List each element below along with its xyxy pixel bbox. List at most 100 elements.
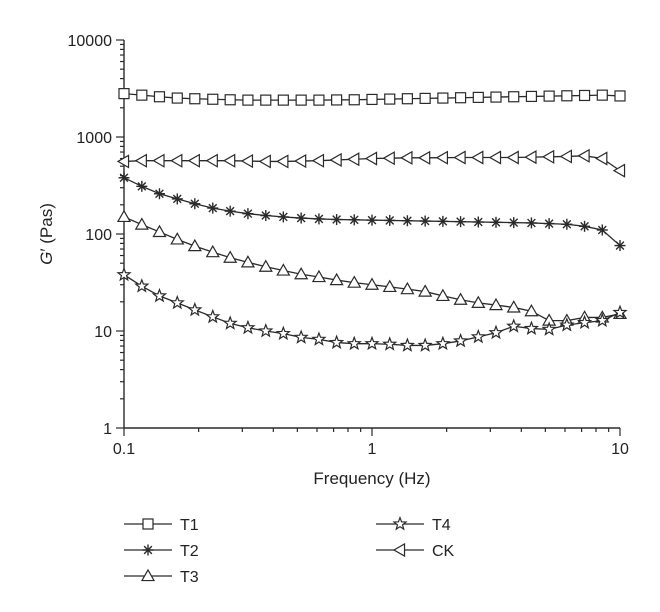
data-point-t4: [169, 294, 185, 310]
data-point-t1: [366, 93, 378, 106]
data-point-t1: [171, 92, 183, 104]
data-point-t4: [364, 335, 380, 351]
data-point-t2: [242, 208, 254, 220]
legend-marker-t4: [392, 515, 408, 531]
data-point-t4: [541, 321, 557, 336]
data-point-t4: [151, 287, 168, 303]
x-axis-title: Frequency (Hz): [313, 469, 430, 488]
data-point-t4: [612, 304, 628, 320]
data-point-t1: [490, 91, 502, 103]
data-point-t1: [384, 93, 396, 105]
data-point-t1: [153, 91, 166, 103]
data-point-t4: [470, 328, 486, 344]
data-point-t4: [435, 335, 451, 351]
data-point-t2: [313, 213, 325, 225]
x-tick-label: 1: [368, 441, 377, 458]
data-point-t2: [348, 214, 360, 226]
data-point-t2: [614, 240, 626, 252]
legend-marker-t1: [142, 518, 154, 530]
data-point-t2: [561, 218, 573, 230]
series-line-t3: [123, 216, 621, 322]
y-tick-label: 1: [103, 421, 112, 438]
data-point-t1: [454, 92, 467, 104]
data-point-t2: [295, 212, 307, 224]
data-point-t3: [187, 238, 202, 252]
data-point-ck: [170, 153, 183, 168]
data-point-t4: [328, 334, 345, 350]
data-point-ck: [311, 153, 325, 168]
data-point-t3: [471, 295, 486, 309]
series-t3: [116, 209, 628, 326]
data-point-ck: [400, 150, 413, 165]
series-t4: [116, 266, 628, 352]
data-point-ck: [488, 150, 502, 165]
data-point-ck: [382, 151, 395, 166]
legend-label-t2: T2: [180, 543, 199, 560]
data-point-t2: [579, 220, 591, 232]
data-point-t3: [240, 255, 256, 268]
data-point-t1: [136, 89, 148, 101]
data-point-ck: [435, 150, 449, 165]
data-point-t2: [401, 215, 413, 227]
y-tick-label: 10000: [68, 33, 113, 50]
data-point-t4: [275, 325, 291, 341]
data-point-t1: [207, 93, 219, 105]
data-point-ck: [258, 154, 271, 169]
data-point-t3: [453, 292, 468, 305]
x-tick-label: 10: [611, 441, 629, 458]
y-axis-title: G′ (Pas): [37, 203, 56, 265]
data-point-t1: [596, 89, 608, 101]
y-tick-label: 100: [85, 227, 112, 244]
legend-label-t1: T1: [180, 517, 199, 534]
data-point-t4: [576, 314, 593, 330]
data-point-t3: [311, 269, 327, 283]
data-point-t2: [490, 216, 502, 228]
data-point-t1: [614, 90, 626, 102]
legend-marker-ck: [392, 542, 406, 558]
series-t2: [118, 172, 626, 252]
series-line-t2: [123, 177, 621, 247]
data-point-t1: [118, 88, 130, 100]
data-point-t1: [401, 93, 413, 105]
data-point-ck: [240, 153, 254, 169]
data-point-ck: [346, 152, 360, 167]
data-point-ck: [541, 149, 555, 164]
legend-item-t1: T1: [124, 517, 199, 534]
data-point-t2: [384, 214, 396, 226]
legend-marker-t3: [140, 568, 156, 582]
data-point-t4: [240, 319, 256, 335]
data-point-t4: [116, 266, 132, 282]
data-point-t2: [136, 180, 148, 192]
data-point-t4: [523, 320, 540, 336]
data-point-t4: [399, 337, 416, 352]
data-point-t4: [134, 278, 150, 293]
data-point-t3: [258, 259, 273, 272]
data-point-t3: [116, 209, 132, 223]
legend-item-t2: T2: [124, 543, 199, 560]
data-point-t1: [224, 94, 236, 106]
data-point-t1: [525, 90, 538, 103]
data-point-t3: [435, 288, 450, 302]
data-point-t4: [311, 331, 327, 346]
tick-marks: [116, 39, 621, 436]
data-point-t4: [187, 301, 203, 317]
data-point-t1: [189, 93, 201, 105]
data-point-t4: [559, 317, 575, 332]
data-point-t2: [525, 217, 537, 229]
data-point-t3: [347, 275, 362, 288]
legend-item-t3: T3: [124, 568, 199, 586]
data-point-t2: [224, 205, 236, 217]
data-point-t2: [171, 193, 183, 205]
legend-item-t4: T4: [376, 515, 451, 534]
data-point-t2: [366, 214, 378, 226]
data-point-ck: [152, 153, 165, 168]
data-point-ck: [612, 163, 626, 178]
data-point-ck: [417, 150, 431, 165]
series-t1: [118, 88, 626, 106]
data-point-ck: [222, 153, 236, 168]
data-point-t3: [382, 279, 397, 293]
legend-item-ck: CK: [376, 542, 455, 560]
data-point-ck: [471, 150, 484, 165]
